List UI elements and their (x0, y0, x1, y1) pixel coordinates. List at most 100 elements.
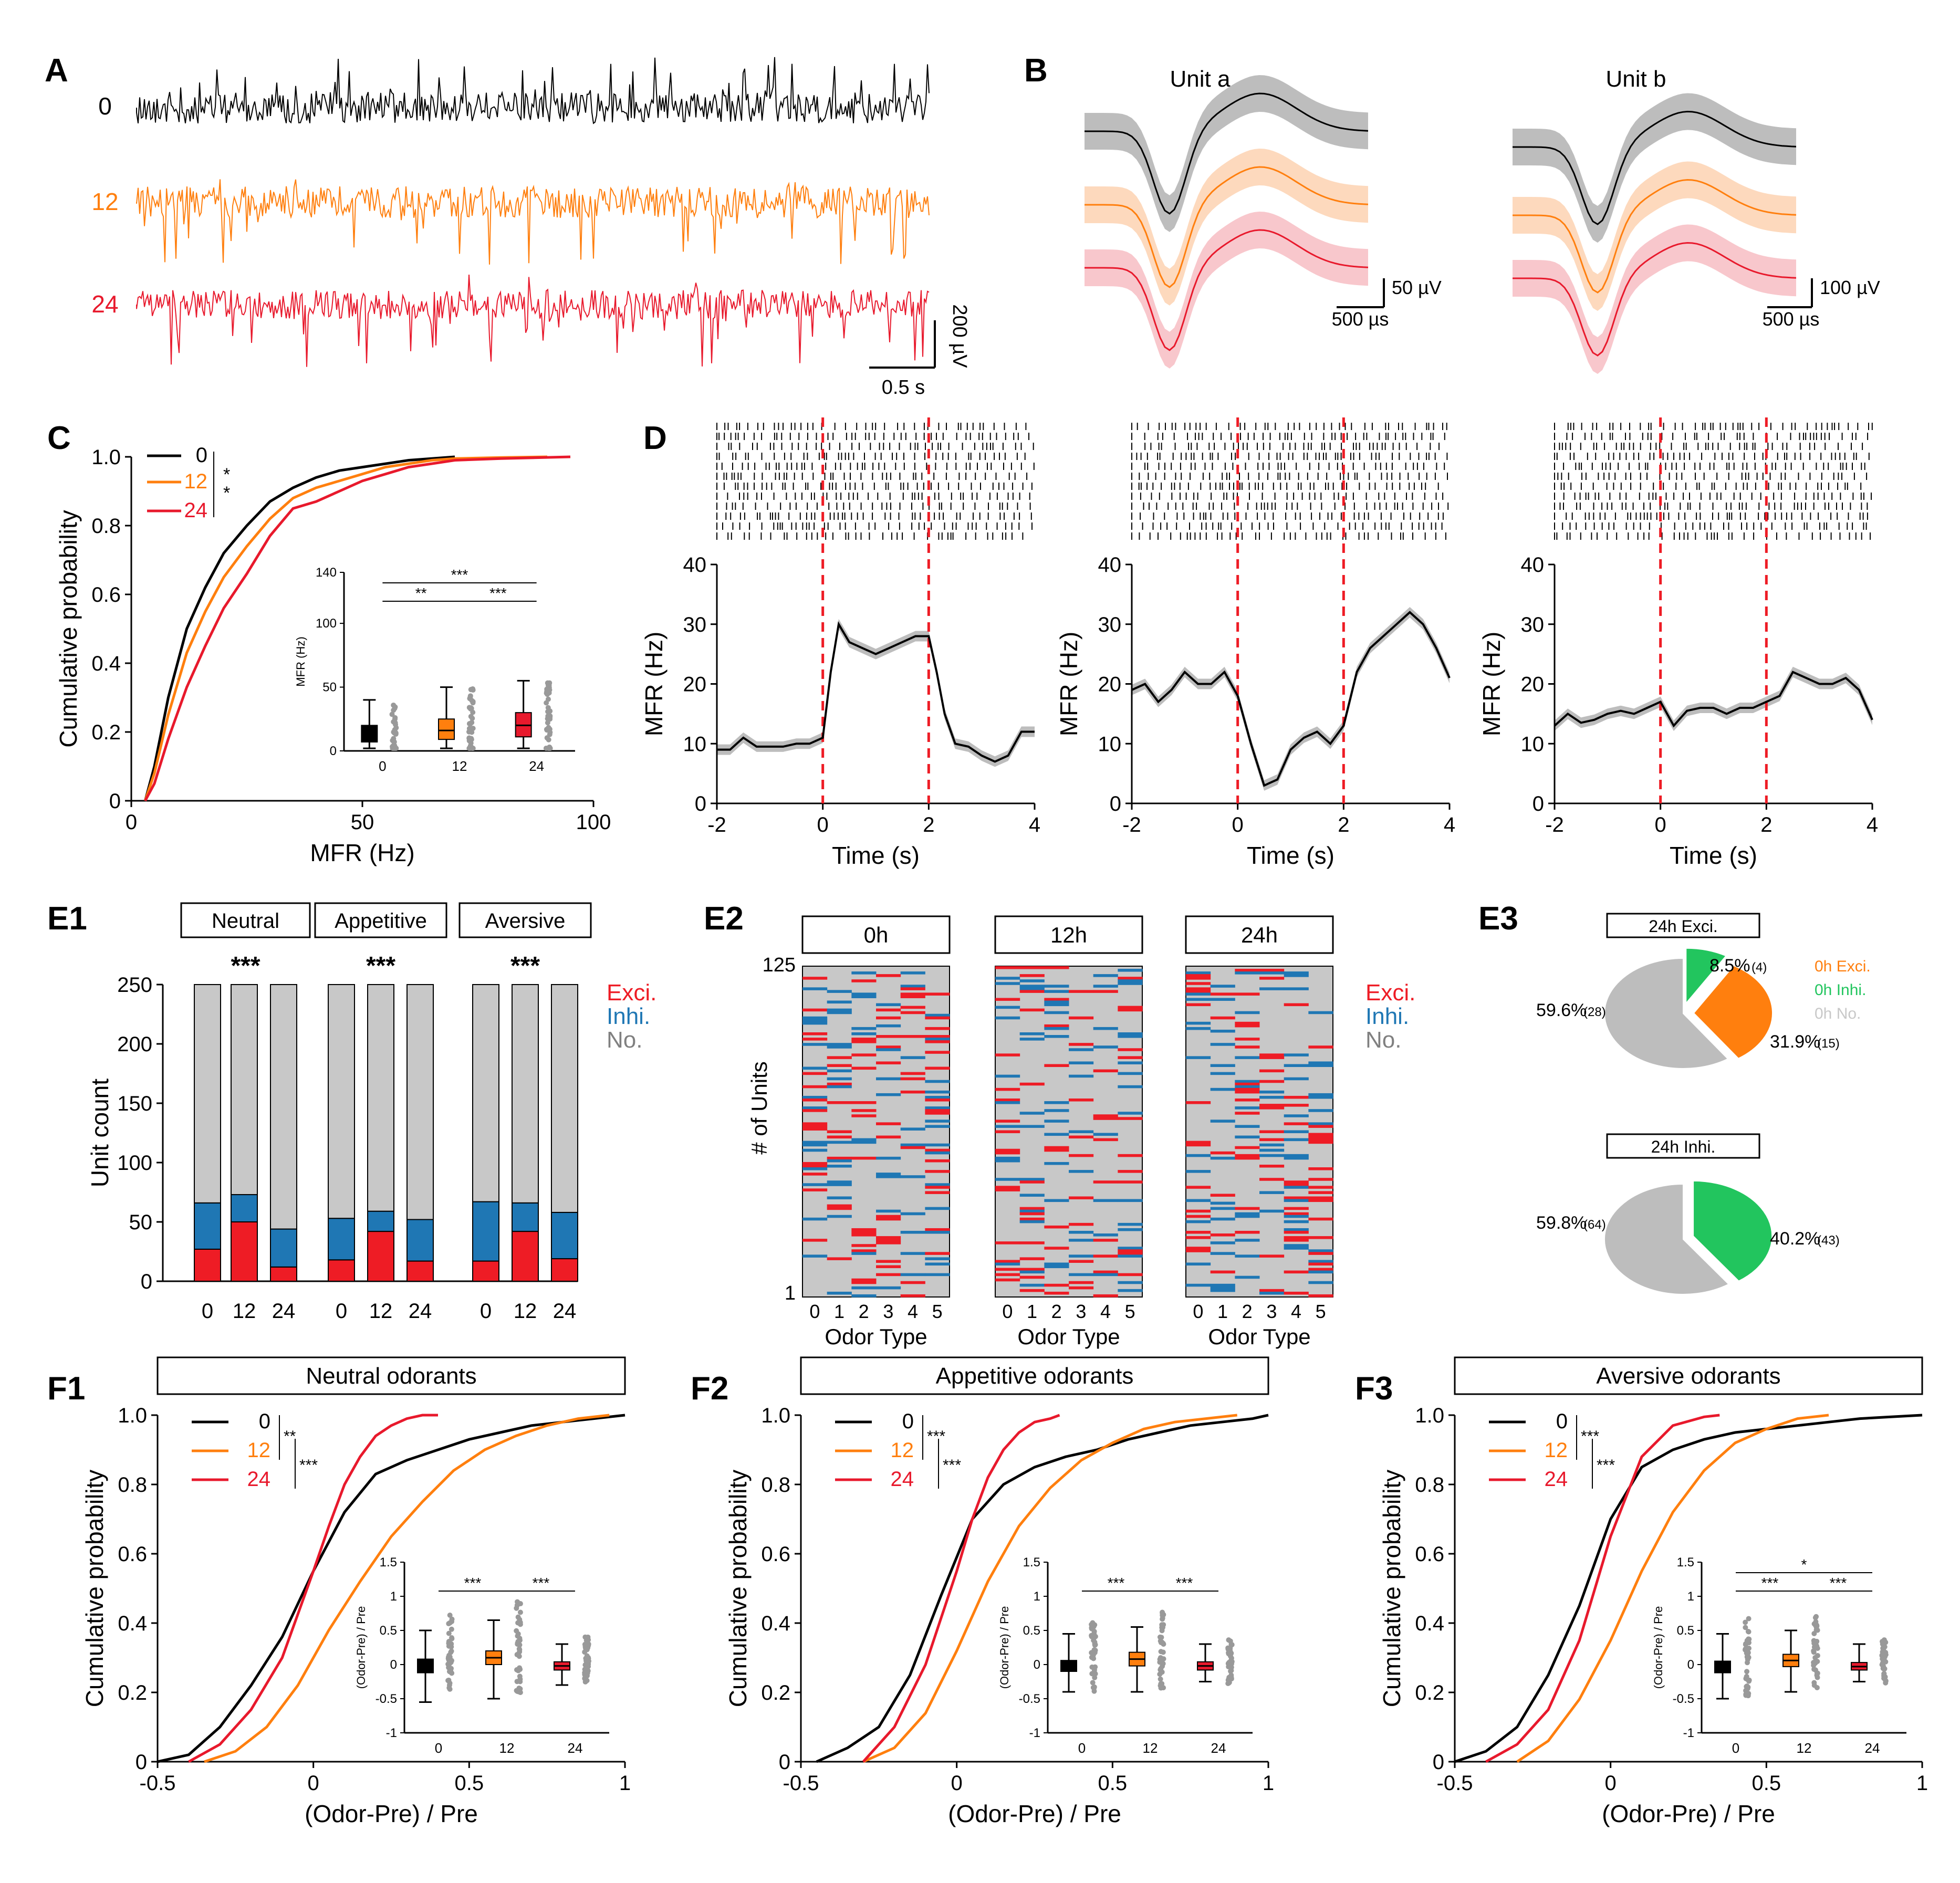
panel-F3-inset-point (1814, 1623, 1820, 1629)
panel-F2-inset-point (1159, 1635, 1164, 1640)
panel-E1-ytick-label: 100 (117, 1152, 152, 1175)
panel-F3-inset-xtick-label: 24 (1865, 1740, 1880, 1756)
panel-E2-cell (827, 1008, 852, 1012)
panel-C-inset-point (390, 738, 395, 744)
panel-E1-ylabel: Unit count (86, 1079, 113, 1187)
panel-E1-bar-Inhi.-Appetitive-12 (367, 1210, 394, 1232)
panel-E2-cell (1235, 1080, 1260, 1083)
panel-E2-cell (851, 1244, 877, 1247)
panel-E2-xtick-label: 0 (809, 1301, 820, 1322)
panel-D2-mfr-line (1131, 611, 1451, 787)
panel-E2-cell (827, 1000, 852, 1004)
panel-C-inset-point (547, 680, 552, 686)
panel-E2-cell (1259, 1191, 1285, 1194)
trace-24h (136, 274, 930, 367)
panel-E2-cell (827, 1156, 852, 1160)
panel-E2-cell (1284, 974, 1309, 977)
panel-F3-legend-label-0: 0 (1556, 1410, 1568, 1433)
panel-E3-pie2-s2-label: 59.8% (1536, 1213, 1587, 1233)
panel-E2-cell (1235, 1099, 1260, 1102)
panel-E2-xtick-label: 0 (1193, 1301, 1203, 1322)
panel-E2-cell (851, 1138, 877, 1142)
panel-E2-cell (1284, 1215, 1309, 1218)
panel-label-E3: E3 (1478, 901, 1518, 937)
panel-E2-cell (851, 971, 877, 975)
panel-E2-cell (851, 992, 877, 996)
panel-D1-ytick-label: 30 (683, 613, 707, 636)
panel-E2-cell (1235, 1082, 1260, 1086)
panel-F3-series-0 (1454, 1414, 1923, 1763)
panel-label-E1: E1 (47, 901, 87, 937)
panel-E2-cell (1235, 1231, 1260, 1234)
panel-F1-inset-point (583, 1673, 589, 1679)
panel-E2-cell (1118, 969, 1143, 972)
panel-C-inset-ytick-label: 140 (316, 566, 337, 580)
panel-E2-cell (995, 1178, 1020, 1181)
panel-E2-cell (925, 1257, 950, 1260)
panel-E2-cell (1259, 1148, 1285, 1152)
panel-E2-cell (1044, 998, 1069, 1001)
waveform-b-12h-band (1513, 161, 1796, 311)
panel-E1-sig-1: *** (366, 952, 395, 980)
panel-D1-xtick-label: 4 (1029, 813, 1040, 836)
panel-E1-bar-Inhi.-Aversive-12 (512, 1202, 539, 1232)
panel-F3-inset-point (1812, 1660, 1818, 1666)
panel-E2-cell (1019, 1032, 1045, 1035)
panel-F2-ytick-label: 0 (779, 1751, 790, 1774)
panel-F2-sig-label-1: *** (927, 1428, 945, 1445)
panel-F3-inset-point (1815, 1652, 1820, 1658)
panel-E1-bar-Exci.-Neutral-0 (194, 1248, 221, 1282)
panel-F1-sig-label-1: ** (284, 1428, 296, 1445)
panel-E2-cell (1210, 1043, 1235, 1046)
panel-E2-cell (802, 1217, 828, 1221)
panel-E2-cell (1308, 1270, 1333, 1274)
panel-E2-cell (1235, 1239, 1260, 1242)
panel-E2-cell (1019, 990, 1045, 993)
panel-E2-cell (1284, 1244, 1309, 1247)
panel-F3-inset-point (1811, 1639, 1817, 1645)
panel-F3-legend-label-12: 12 (1545, 1439, 1568, 1462)
panel-D3-ytick-label: 20 (1521, 673, 1545, 696)
panel-C-ylabel: Cumulative probability (55, 510, 82, 748)
panel-E3-pie1-title: 24h Exci. (1649, 917, 1718, 936)
panel-C-inset-point (467, 693, 473, 699)
panel-D2-ytick-label: 20 (1098, 673, 1122, 696)
panel-E2-xtick-label: 3 (1076, 1301, 1086, 1322)
panel-E3-pie2-title: 24h Inhi. (1651, 1137, 1716, 1156)
panel-E2-cell (995, 1125, 1020, 1128)
panel-E2-cell (1093, 1069, 1118, 1073)
legend-inhi: Inhi. (607, 1003, 650, 1029)
panel-C-inset-sig-label: *** (451, 567, 468, 583)
panel-E2-cell (900, 1077, 925, 1081)
panel-F3-inset-point (1882, 1658, 1888, 1664)
panel-F3-inset-point (1745, 1657, 1750, 1662)
panel-E2-cell (1093, 1045, 1118, 1049)
panel-E2-cell (876, 1265, 901, 1269)
panel-F3-inset-ytick-label: 1 (1687, 1589, 1694, 1604)
panel-D3-sem-band (1555, 666, 1872, 731)
panel-F2-inset-point (1092, 1675, 1098, 1680)
panel-E2-cell (1259, 977, 1285, 980)
panel-E2-cell (1186, 1021, 1211, 1025)
panel-C-inset-point (391, 707, 397, 713)
panel-D3-ytick-label: 10 (1521, 733, 1545, 756)
panel-E2-cell (900, 1056, 925, 1059)
panel-E2-cell (900, 971, 925, 975)
panel-E2-cell (995, 1188, 1020, 1191)
panel-E2-xtick-label: 2 (1051, 1301, 1062, 1322)
panel-E2-cell (995, 1186, 1020, 1189)
panel-E2-cell (995, 998, 1020, 1001)
panel-F2-inset-sig-label: *** (1176, 1575, 1193, 1591)
waveform-b-24h (1513, 242, 1797, 357)
panel-D2-sem-band (1132, 607, 1450, 791)
panel-E2-cell (851, 1038, 877, 1041)
panel-E2-cell (1259, 971, 1285, 975)
trace-label-24: 24 (91, 290, 118, 318)
panel-E2-cell (900, 1006, 925, 1009)
panel-E2-cell (1044, 1283, 1069, 1287)
panel-E2-cell (925, 1040, 950, 1043)
panel-E2-cell (1186, 992, 1211, 996)
panel-F1-inset-point (449, 1626, 454, 1632)
panel-E2-cell (1284, 1003, 1309, 1007)
panel-E2-cell (876, 1024, 901, 1028)
